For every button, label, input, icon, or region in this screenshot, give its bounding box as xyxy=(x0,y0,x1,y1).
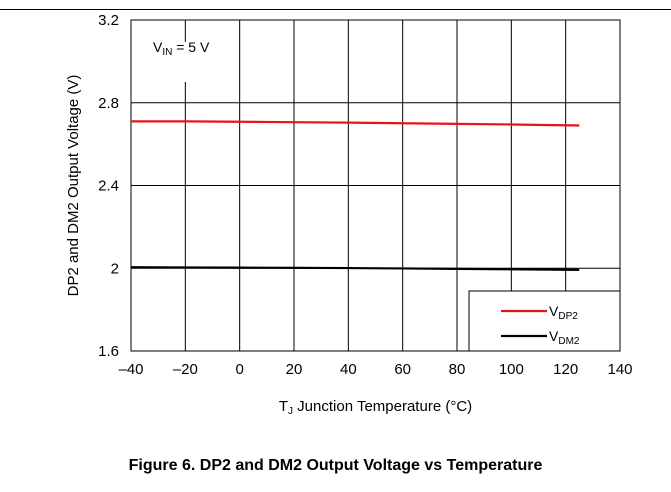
legend-box xyxy=(468,290,621,352)
text-main: V xyxy=(549,328,559,344)
top-rule xyxy=(0,9,671,10)
vin-annotation: VIN = 5 V xyxy=(153,39,210,58)
legend-label-dm2: VDM2 xyxy=(549,328,580,347)
x-tick-label: 100 xyxy=(499,361,524,378)
text-subscript: DM2 xyxy=(558,336,580,347)
x-axis-label: TJ Junction Temperature (°C) xyxy=(279,398,472,417)
y-tick-label: 1.6 xyxy=(98,343,119,360)
y-tick-label: 3.2 xyxy=(98,12,119,29)
text-main: T xyxy=(279,398,288,415)
y-tick-label: 2.8 xyxy=(98,95,119,112)
text-main: V xyxy=(153,39,163,55)
x-tick-label: 20 xyxy=(286,361,303,378)
annotation-background xyxy=(151,42,239,82)
y-tick-labels: 1.6 2 2.4 2.8 3.2 xyxy=(98,12,119,360)
series-lines xyxy=(130,120,580,272)
x-tick-label: –40 xyxy=(118,361,143,378)
series-dp2-line xyxy=(131,120,580,127)
plot-area xyxy=(130,19,621,352)
figure-caption: Figure 6. DP2 and DM2 Output Voltage vs … xyxy=(128,457,543,474)
x-tick-labels: –40 –20 0 20 40 60 80 100 120 140 xyxy=(118,361,632,378)
text-subscript: DP2 xyxy=(558,311,578,322)
text-subscript: IN xyxy=(162,47,172,58)
x-tick-label: –20 xyxy=(173,361,198,378)
x-tick-label: 40 xyxy=(340,361,357,378)
legend-label-dp2: VDP2 xyxy=(549,303,578,322)
y-tick-label: 2 xyxy=(111,260,119,277)
text-rest: = 5 V xyxy=(172,39,210,55)
x-tick-label: 60 xyxy=(394,361,411,378)
series-dm2-line xyxy=(130,266,580,272)
x-tick-label: 140 xyxy=(607,361,632,378)
text-rest: Junction Temperature (°C) xyxy=(293,398,472,415)
y-tick-label: 2.4 xyxy=(98,178,119,195)
y-axis-label: DP2 and DM2 Output Voltage (V) xyxy=(65,75,82,297)
x-tick-label: 80 xyxy=(449,361,466,378)
text-subscript: J xyxy=(288,406,293,417)
text-main: V xyxy=(549,303,559,319)
x-tick-label: 0 xyxy=(235,361,243,378)
x-tick-label: 120 xyxy=(553,361,578,378)
